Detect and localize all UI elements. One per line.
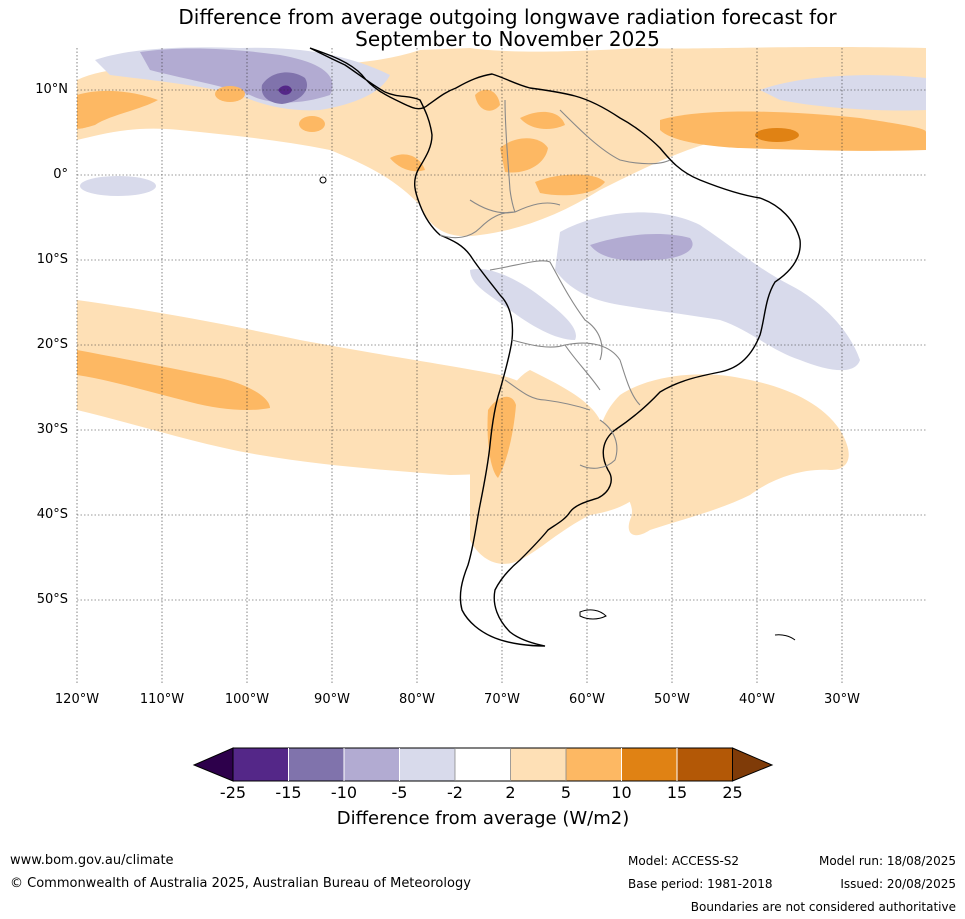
lat-label-10s: 10°S — [36, 252, 68, 267]
south-sa-positive — [470, 370, 650, 564]
pacific-orange-patch-2 — [215, 86, 245, 102]
colorbar-bin-6 — [510, 748, 566, 781]
colorbar-tick: 10 — [611, 783, 632, 802]
colorbar-tick: 15 — [666, 783, 688, 802]
colorbar-extend-high — [732, 747, 774, 782]
atlantic-orange-core — [755, 128, 799, 142]
colorbar — [192, 747, 774, 782]
lon-label-70w: 70°W — [484, 692, 520, 707]
sa-north-orange-2 — [535, 174, 605, 196]
colorbar-tick: 25 — [722, 783, 743, 802]
brazil-negative — [555, 212, 860, 371]
atlantic-north-negative — [760, 75, 926, 111]
colorbar-bin-7 — [566, 748, 622, 781]
copyright-text: © Commonwealth of Australia 2025, Austra… — [10, 876, 471, 891]
map-title-line-2: September to November 2025 — [355, 27, 660, 51]
lon-label-50w: 50°W — [654, 692, 690, 707]
colorbar-bin-1 — [233, 748, 289, 781]
sa-north-orange-1 — [500, 138, 548, 173]
lat-label-0: 0° — [53, 167, 68, 182]
graticule — [76, 48, 926, 685]
lat-label-10n: 10°N — [35, 82, 68, 97]
sa-north-orange-4 — [390, 154, 425, 172]
lon-label-40w: 40°W — [739, 692, 775, 707]
colorbar-bin-4 — [399, 748, 455, 781]
colorbar-tick: -2 — [447, 783, 463, 802]
sa-north-orange-5 — [475, 89, 500, 111]
colorbar-bin-5 — [455, 748, 511, 781]
colorbar-tick: -10 — [330, 783, 358, 802]
colorbar-bin-9 — [677, 748, 733, 781]
south-pacific-orange — [77, 350, 270, 410]
lat-label-50s: 50°S — [36, 592, 68, 607]
boundary-disclaimer: Boundaries are not considered authoritat… — [690, 900, 956, 914]
colorbar-tick: 5 — [560, 783, 572, 802]
lon-label-80w: 80°W — [399, 692, 435, 707]
issued-date: Issued: 20/08/2025 — [840, 877, 956, 891]
colorbar-tick: -15 — [275, 783, 302, 802]
lon-label-120w: 120°W — [54, 692, 100, 707]
country-borders — [439, 99, 671, 469]
lat-label-20s: 20°S — [36, 337, 68, 352]
falkland-islands — [579, 609, 607, 620]
colorbar-bin-8 — [621, 748, 677, 781]
website-link[interactable]: www.bom.gov.au/climate — [10, 853, 174, 868]
galapagos-islands — [319, 176, 327, 184]
lon-label-90w: 90°W — [314, 692, 350, 707]
sa-north-orange-3 — [520, 111, 565, 130]
colorbar-bin-2 — [288, 748, 344, 781]
south-atlantic-positive — [598, 374, 849, 536]
lon-label-30w: 30°W — [824, 692, 860, 707]
colorbar-label: Difference from average (W/m2) — [336, 808, 630, 829]
bolivia-negative — [470, 269, 576, 340]
anomaly-field — [77, 47, 926, 564]
pacific-orange-patch-1 — [77, 90, 158, 129]
south-pacific-positive — [77, 300, 560, 475]
lon-label-100w: 100°W — [224, 692, 270, 707]
base-period: Base period: 1981-2018 — [628, 877, 773, 891]
colorbar-tick: -5 — [391, 783, 408, 802]
colorbar-tick: 2 — [505, 783, 516, 802]
colorbar-bin-3 — [344, 748, 400, 781]
brazil-negative-core — [590, 234, 693, 261]
lat-label-40s: 40°S — [36, 507, 68, 522]
colorbar-tick: -25 — [219, 783, 247, 802]
pacific-equatorial-negative — [80, 176, 156, 196]
model-run-date: Model run: 18/08/2025 — [818, 854, 956, 868]
lon-label-60w: 60°W — [569, 692, 605, 707]
lat-label-30s: 30°S — [36, 422, 68, 437]
south-georgia-island — [774, 634, 796, 641]
lon-label-110w: 110°W — [139, 692, 185, 707]
colorbar-extend-low — [192, 747, 234, 782]
map-title-line-1: Difference from average outgoing longwav… — [178, 5, 837, 29]
model-name: Model: ACCESS-S2 — [628, 854, 740, 868]
colorbar-outline — [232, 747, 733, 782]
pacific-orange-patch-3 — [299, 116, 325, 132]
